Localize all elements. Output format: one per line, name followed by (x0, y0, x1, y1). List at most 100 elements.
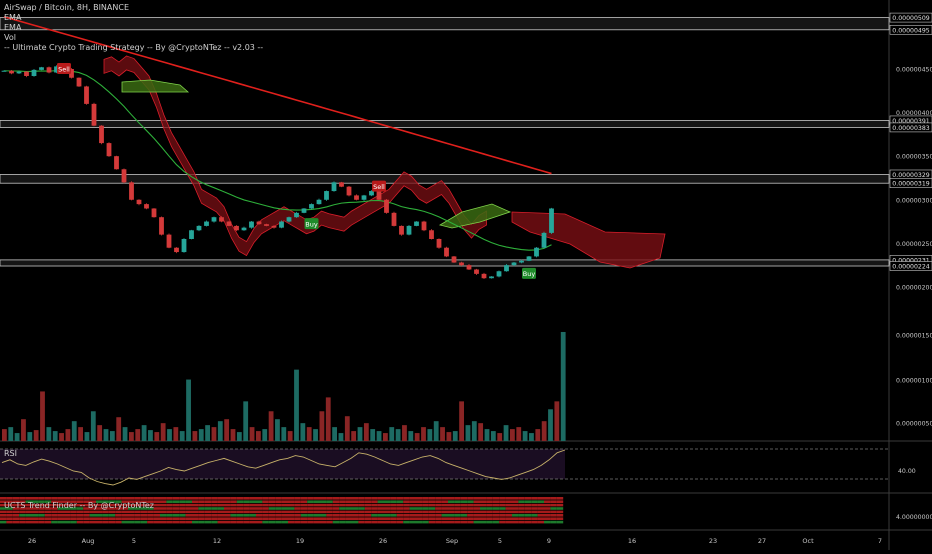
ema-label-1[interactable]: EMA (4, 13, 22, 22)
trend-cell (512, 503, 519, 507)
trend-cell (76, 500, 84, 503)
trend-cell (128, 500, 135, 503)
trend-cell (192, 510, 199, 514)
candle-body (339, 182, 344, 187)
trend-cell (518, 514, 525, 517)
level-label: 0.00000391 (892, 118, 929, 125)
candle-body (211, 217, 217, 222)
trend-cell (128, 514, 135, 517)
rsi-axis-tick: 40.00 (898, 468, 916, 475)
trend-cell (326, 497, 333, 500)
trend-cell (262, 507, 269, 510)
trend-cell (147, 520, 154, 524)
volume-bar (154, 432, 160, 441)
volume-bar (205, 425, 210, 441)
trend-cell (172, 497, 180, 500)
trend-cell (512, 510, 519, 514)
trend-cell (236, 500, 244, 503)
trend-cell (6, 520, 13, 524)
trend-cell (275, 500, 282, 503)
trend-cell (364, 520, 372, 524)
strategy-label[interactable]: -- Ultimate Crypto Trading Strategy -- B… (4, 43, 264, 52)
trend-cell (32, 507, 39, 510)
trend-cell (556, 507, 564, 510)
trend-cell (358, 497, 365, 500)
trend-cell (236, 510, 244, 514)
volume-bar (59, 433, 64, 441)
volume-bar (433, 421, 439, 441)
trend-cell (518, 510, 525, 514)
volume-bar (548, 409, 553, 441)
trend-cell (332, 500, 340, 503)
trend-cell (211, 507, 218, 510)
trend-finder-label[interactable]: UCTS Trend Finder -- By @CryptoNTez (4, 501, 154, 510)
trend-cell (57, 514, 64, 517)
trend-cell (537, 510, 544, 514)
volume-bar (541, 421, 547, 441)
trend-cell (422, 517, 429, 520)
trend-cell (185, 497, 192, 500)
trend-cell (249, 520, 256, 524)
trend-cell (128, 507, 135, 510)
trend-cell (492, 514, 500, 517)
trend-cell (57, 520, 64, 524)
trend-cell (294, 500, 301, 503)
candle-body (511, 262, 517, 266)
rsi-label[interactable]: RSI (4, 449, 17, 458)
trend-cell (441, 510, 448, 514)
trend-cell (25, 500, 32, 503)
level-label: 0.00000231 (892, 257, 929, 264)
volume-label[interactable]: Vol (4, 33, 16, 42)
rsi-line (1, 449, 566, 486)
trend-cell (396, 510, 404, 514)
trend-cell (83, 497, 90, 500)
trend-cell (185, 503, 192, 507)
trend-cell (160, 507, 167, 510)
trend-cell (32, 503, 39, 507)
candle-body (271, 225, 277, 228)
trend-cell (249, 514, 256, 517)
trend-cell (57, 503, 64, 507)
trend-cell (204, 510, 212, 514)
trend-cell (352, 500, 359, 503)
trend-cell (531, 520, 538, 524)
candle-body (444, 247, 449, 257)
trend-cell (198, 520, 205, 524)
trend-cell (512, 500, 519, 503)
trend-cell (505, 507, 512, 510)
trend-cell (0, 497, 7, 500)
trend-cell (396, 517, 404, 520)
volume-bar (560, 331, 566, 441)
volume-bar (529, 433, 534, 441)
volume-bar (383, 433, 388, 441)
level-label-box (889, 261, 932, 271)
candle-body (151, 208, 157, 218)
volume-bar (27, 432, 33, 441)
trend-cell (499, 517, 506, 520)
candle-body (99, 125, 104, 144)
trend-cell (428, 503, 436, 507)
trend-cell (313, 507, 320, 510)
trend-cell (134, 514, 141, 517)
trend-cell (531, 497, 538, 500)
trend-cell (166, 507, 173, 510)
candle-body (264, 224, 269, 226)
volume-bar (535, 429, 541, 441)
trend-cell (185, 510, 192, 514)
trend-cell (160, 520, 167, 524)
symbol-title[interactable]: AirSwap / Bitcoin, 8H, BINANCE (4, 3, 130, 12)
trend-cell (12, 507, 20, 510)
price-axis-tick: 0.00000250 (896, 241, 932, 248)
trend-cell (25, 520, 32, 524)
trend-cell (409, 497, 416, 500)
trend-cell (32, 500, 39, 503)
volume-bar (268, 411, 274, 441)
trend-cell (358, 514, 365, 517)
ema-label-2[interactable]: EMA (4, 23, 22, 32)
trend-cell (57, 517, 64, 520)
trend-cell (102, 497, 109, 500)
time-axis-tick: 5 (132, 537, 136, 545)
trend-cell (524, 514, 532, 517)
